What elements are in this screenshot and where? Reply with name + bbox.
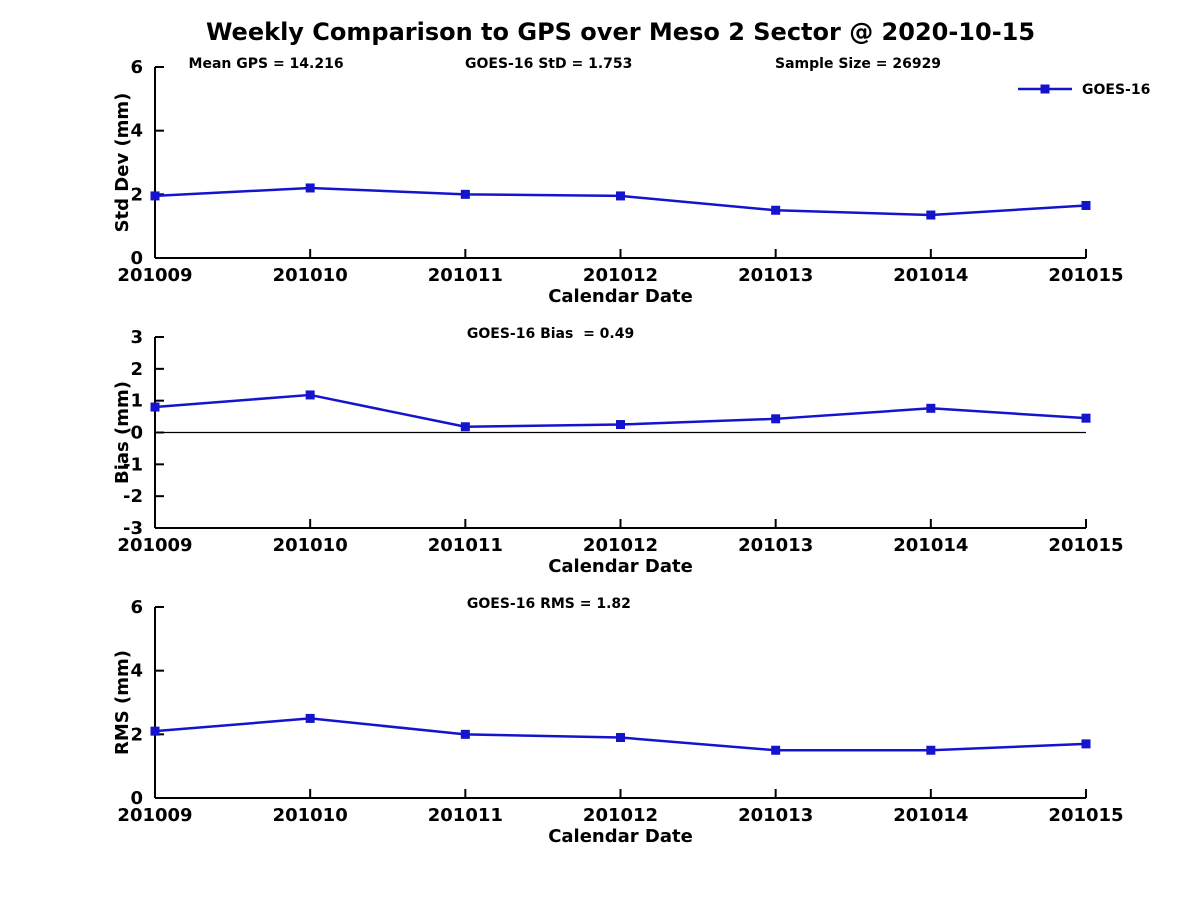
y-axis-title: Std Dev (mm) (112, 93, 133, 233)
y-axis-title: RMS (mm) (112, 650, 133, 755)
x-tick-label: 201010 (273, 535, 348, 556)
data-point-marker (1081, 413, 1091, 423)
x-tick-label: 201009 (117, 265, 192, 286)
x-axis-title: Calendar Date (548, 826, 693, 847)
data-point-marker (1081, 200, 1091, 210)
data-point-marker (305, 713, 315, 723)
data-point-marker (305, 390, 315, 400)
x-tick-label: 201009 (117, 535, 192, 556)
data-point-marker (460, 729, 470, 739)
x-tick-label: 201009 (117, 805, 192, 826)
std-dev-chart: 0 2 4 6 201009 201010 201011 201012 201013 201014… (112, 56, 1150, 307)
x-tick-label: 201010 (273, 265, 348, 286)
x-tick-label: 201014 (893, 265, 968, 286)
legend-marker (1040, 84, 1050, 94)
y-tick-label: 0 (130, 788, 143, 809)
annotation: GOES-16 Bias = 0.49 (467, 326, 634, 342)
y-tick-label: 6 (130, 57, 143, 78)
y-tick-label: 2 (130, 184, 143, 205)
y-tick-label: 0 (130, 248, 143, 269)
y-tick-label: 4 (130, 121, 143, 142)
data-point-marker (305, 183, 315, 193)
legend-label: GOES-16 (1082, 82, 1150, 98)
x-tick-label: 201012 (583, 265, 658, 286)
x-tick-label: 201014 (893, 535, 968, 556)
data-point-marker (150, 191, 160, 201)
data-point-marker (771, 205, 781, 215)
x-tick-label: 201013 (738, 535, 813, 556)
y-tick-label: -3 (123, 518, 143, 539)
y-tick-label: 2 (130, 724, 143, 745)
data-point-marker (616, 733, 625, 743)
x-tick-label: 201011 (428, 265, 503, 286)
data-point-marker (616, 420, 625, 430)
y-axis-title: Bias (mm) (112, 381, 133, 484)
data-point-marker (771, 745, 781, 755)
x-tick-label: 201011 (428, 805, 503, 826)
x-tick-label: 201015 (1048, 805, 1123, 826)
y-tick-label: 3 (130, 327, 143, 348)
y-tick-label: -1 (123, 454, 143, 475)
x-axis-title: Calendar Date (548, 286, 693, 307)
annotation: GOES-16 StD = 1.753 (465, 56, 632, 72)
figure-title: Weekly Comparison to GPS over Meso 2 Sec… (205, 18, 1036, 46)
x-tick-label: 201015 (1048, 535, 1123, 556)
data-point-marker (926, 745, 936, 755)
y-tick-label: 6 (130, 597, 143, 618)
x-tick-label: 201011 (428, 535, 503, 556)
x-tick-label: 201010 (273, 805, 348, 826)
x-tick-label: 201015 (1048, 265, 1123, 286)
annotation: Mean GPS = 14.216 (189, 56, 344, 72)
y-tick-label: 2 (130, 359, 143, 380)
x-tick-label: 201014 (893, 805, 968, 826)
y-tick-label: 4 (130, 661, 143, 682)
x-axis-title: Calendar Date (548, 556, 693, 577)
x-tick-label: 201013 (738, 265, 813, 286)
data-point-marker (150, 402, 160, 412)
annotation: GOES-16 RMS = 1.82 (467, 596, 631, 612)
y-tick-label: 0 (130, 423, 143, 444)
data-point-marker (926, 403, 936, 413)
x-tick-label: 201013 (738, 805, 813, 826)
data-point-marker (460, 422, 470, 432)
x-tick-label: 201012 (583, 535, 658, 556)
y-tick-label: 1 (130, 391, 143, 412)
data-point-marker (460, 189, 470, 199)
data-point-marker (1081, 739, 1091, 749)
data-point-marker (150, 726, 160, 736)
rms-chart: 0 2 4 6 201009 201010 201011 201012 201013 201014… (112, 596, 1124, 847)
annotation: Sample Size = 26929 (775, 56, 941, 72)
data-point-marker (771, 414, 781, 424)
y-tick-label: -2 (123, 486, 143, 507)
x-tick-label: 201012 (583, 805, 658, 826)
data-point-marker (616, 191, 625, 201)
data-point-marker (926, 210, 936, 220)
